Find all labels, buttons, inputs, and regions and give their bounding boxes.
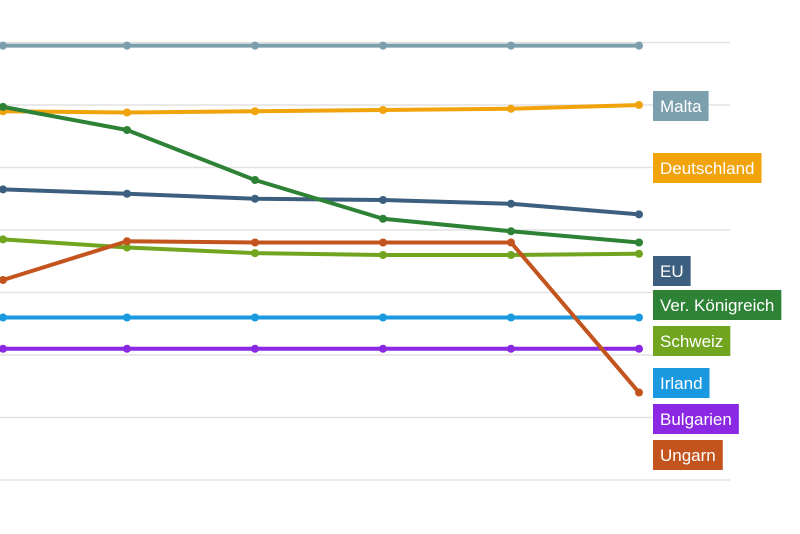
series-label-ver-k-nigreich: Ver. Königreich: [653, 290, 782, 320]
data-point-irland: [251, 313, 259, 322]
data-point-ver-k-nigreich: [635, 238, 643, 247]
data-point-irland: [635, 313, 643, 322]
data-point-deutschland: [507, 104, 515, 113]
series-line-ver-k-nigreich: [1, 104, 641, 245]
series-label-text: Irland: [660, 374, 703, 393]
series-label-ungarn: Ungarn: [653, 440, 723, 470]
data-point-malta: [0, 41, 7, 50]
data-point-malta: [251, 41, 259, 50]
gridlines: [0, 41, 730, 481]
data-point-malta: [635, 41, 643, 50]
series-label-text: Malta: [660, 97, 702, 116]
data-point-ver-k-nigreich: [379, 214, 387, 223]
series-label-text: Ungarn: [660, 446, 716, 465]
data-point-deutschland: [379, 106, 387, 114]
series-label-text: Schweiz: [660, 332, 723, 351]
data-point-schweiz: [507, 251, 515, 259]
data-point-eu: [635, 210, 643, 219]
data-point-malta: [123, 41, 131, 50]
data-point-ungarn: [123, 237, 131, 246]
data-point-ver-k-nigreich: [0, 102, 7, 111]
data-point-irland: [123, 313, 131, 322]
data-point-bulgarien: [635, 344, 643, 353]
data-point-deutschland: [635, 101, 643, 109]
series-label-schweiz: Schweiz: [653, 326, 731, 356]
data-point-schweiz: [251, 249, 259, 258]
data-point-ungarn: [635, 388, 643, 397]
series-label-text: Bulgarien: [660, 410, 732, 429]
data-point-bulgarien: [0, 344, 7, 353]
series-labels: Malta Deutschland EU Ver. Königreich Schweiz…: [653, 91, 782, 470]
data-point-eu: [379, 196, 387, 204]
series-label-box: [653, 404, 739, 434]
series-line-deutschland: [1, 103, 641, 115]
data-point-schweiz: [0, 235, 7, 244]
series-label-box: [653, 153, 762, 183]
data-point-malta: [379, 41, 387, 50]
data-point-eu: [0, 185, 7, 194]
series-line-ungarn: [1, 239, 641, 395]
data-point-bulgarien: [123, 344, 131, 353]
data-point-schweiz: [379, 251, 387, 259]
series-label-box: [653, 440, 723, 470]
series-label-box: [653, 256, 691, 286]
series-label-text: Deutschland: [660, 159, 755, 178]
data-point-ver-k-nigreich: [123, 126, 131, 134]
series-label-eu: EU: [653, 256, 691, 286]
data-point-schweiz: [123, 243, 131, 252]
series-label-text: Ver. Königreich: [660, 296, 774, 315]
series-label-box: [653, 326, 731, 356]
series-label-bulgarien: Bulgarien: [653, 404, 739, 434]
data-point-irland: [379, 313, 387, 322]
data-point-schweiz: [635, 249, 643, 258]
data-point-ungarn: [507, 238, 515, 247]
data-point-eu: [507, 199, 515, 208]
series-label-box: [653, 290, 782, 320]
series-label-irland: Irland: [653, 368, 710, 398]
data-point-ungarn: [251, 238, 259, 247]
data-point-bulgarien: [379, 344, 387, 353]
data-point-deutschland: [123, 108, 131, 117]
data-point-ver-k-nigreich: [251, 176, 259, 184]
series-label-deutschland: Deutschland: [653, 153, 762, 183]
data-point-ungarn: [379, 238, 387, 247]
data-point-irland: [0, 313, 7, 322]
series-lines: [0, 41, 643, 397]
data-point-irland: [507, 313, 515, 322]
data-point-ungarn: [0, 276, 7, 284]
series-label-box: [653, 91, 709, 121]
data-point-malta: [507, 41, 515, 50]
data-point-eu: [251, 194, 259, 203]
series-label-box: [653, 368, 710, 398]
series-label-malta: Malta: [653, 91, 709, 121]
data-point-deutschland: [251, 107, 259, 116]
series-label-text: EU: [660, 262, 684, 281]
data-point-bulgarien: [507, 344, 515, 353]
data-point-ver-k-nigreich: [507, 227, 515, 236]
data-point-bulgarien: [251, 344, 259, 353]
data-point-eu: [123, 189, 131, 198]
